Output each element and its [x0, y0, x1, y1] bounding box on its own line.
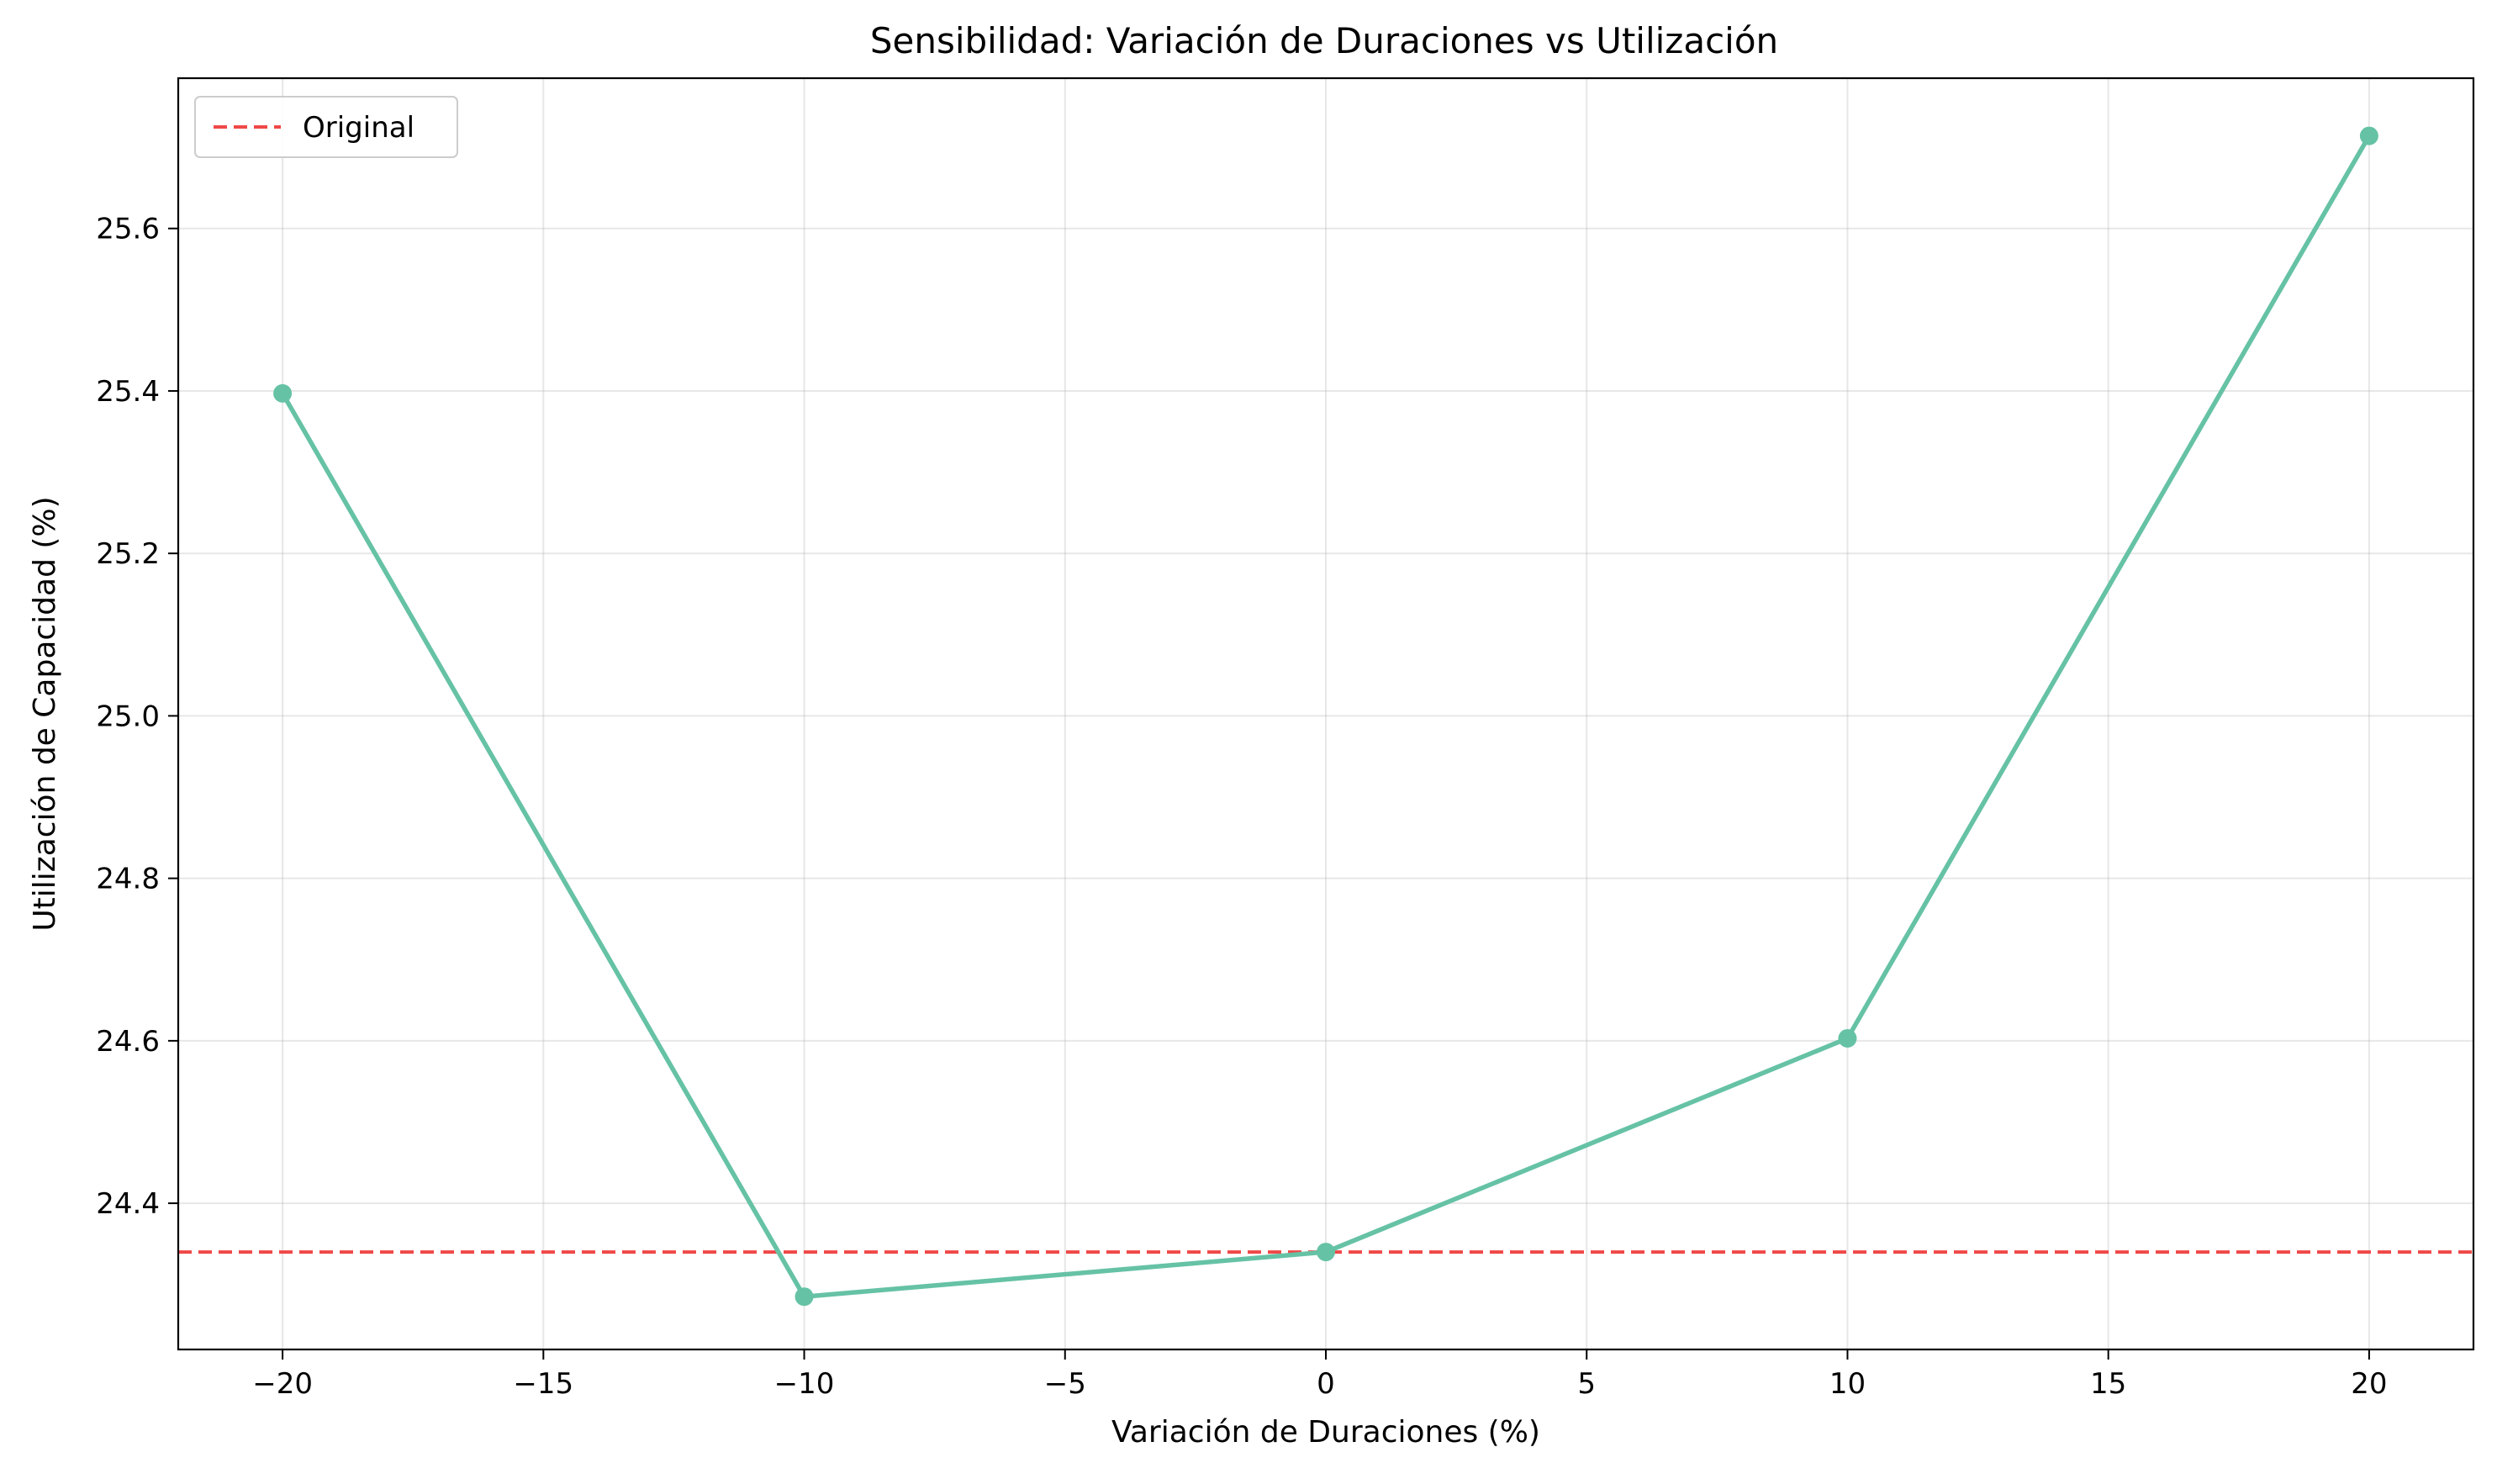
legend: Original: [194, 96, 458, 158]
series-group: [273, 126, 2378, 1307]
data-point: [2359, 126, 2378, 145]
x-tick-label: −15: [513, 1367, 573, 1401]
y-tick-label: 24.8: [96, 863, 160, 896]
x-axis-label: Variación de Duraciones (%): [1111, 1415, 1540, 1450]
data-point: [273, 383, 293, 403]
y-axis: 24.4 24.6 24.8 25.0 25.2 25.4 25.6: [96, 213, 178, 1221]
chart-title: Sensibilidad: Variación de Duraciones vs…: [870, 20, 1778, 61]
y-tick-label: 24.6: [96, 1025, 160, 1059]
data-point: [1838, 1028, 1857, 1048]
x-tick-label: 0: [1317, 1367, 1335, 1401]
data-point: [1317, 1243, 1335, 1262]
x-tick-label: −10: [774, 1367, 835, 1401]
y-tick-label: 25.4: [96, 375, 160, 409]
y-tick-label: 25.0: [96, 700, 160, 733]
y-tick-label: 25.6: [96, 213, 160, 246]
x-tick-label: 15: [2090, 1367, 2126, 1401]
legend-frame: [194, 96, 458, 158]
y-tick-label: 24.4: [96, 1187, 160, 1221]
legend-label: Original: [303, 111, 414, 145]
x-tick-label: 20: [2351, 1367, 2387, 1401]
y-axis-label: Utilización de Capacidad (%): [28, 496, 62, 931]
x-tick-label: 5: [1577, 1367, 1596, 1401]
x-tick-label: 10: [1829, 1367, 1866, 1401]
x-tick-label: −20: [252, 1367, 313, 1401]
data-point: [794, 1287, 814, 1307]
y-tick-label: 25.2: [96, 537, 160, 571]
x-tick-label: −5: [1044, 1367, 1086, 1401]
x-axis: −20 −15 −10 −5 0 5 10 15 20: [252, 1349, 2388, 1401]
